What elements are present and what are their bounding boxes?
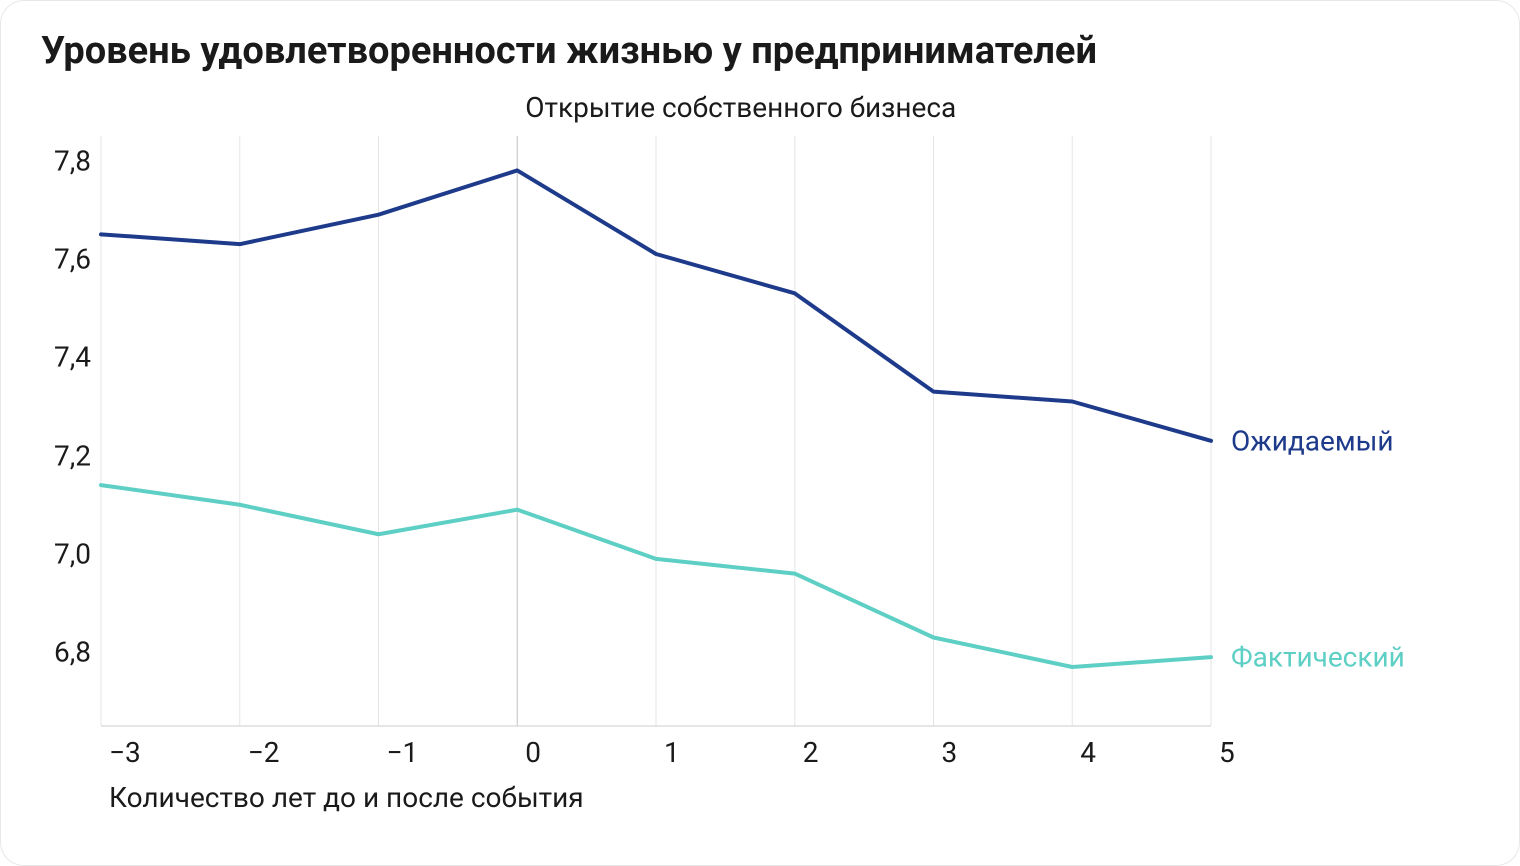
series-label-Фактический: Фактический	[1231, 641, 1405, 674]
x-tick-label: 4	[1080, 736, 1096, 769]
x-tick-label: 3	[942, 736, 958, 769]
series-label-Ожидаемый: Ожидаемый	[1231, 424, 1394, 457]
y-tick-label: 7,4	[31, 341, 91, 374]
x-tick-label: 0	[525, 736, 541, 769]
x-tick-label: 5	[1219, 736, 1235, 769]
y-tick-label: 7,8	[31, 144, 91, 177]
chart-plot	[101, 136, 1211, 726]
y-tick-label: 7,2	[31, 439, 91, 472]
y-tick-label: 7,0	[31, 537, 91, 570]
y-tick-label: 6,8	[31, 636, 91, 669]
x-tick-label: −3	[109, 736, 141, 769]
chart-event-annotation: Открытие собственного бизнеса	[525, 91, 956, 124]
x-tick-label: −1	[387, 736, 419, 769]
y-tick-label: 7,6	[31, 242, 91, 275]
x-axis-title: Количество лет до и после события	[109, 781, 584, 814]
chart-container: Уровень удовлетворенности жизнью у предп…	[0, 0, 1520, 866]
x-tick-label: 2	[803, 736, 819, 769]
x-tick-label: −2	[248, 736, 280, 769]
chart-title: Уровень удовлетворенности жизнью у предп…	[41, 29, 1097, 73]
x-tick-label: 1	[664, 736, 680, 769]
